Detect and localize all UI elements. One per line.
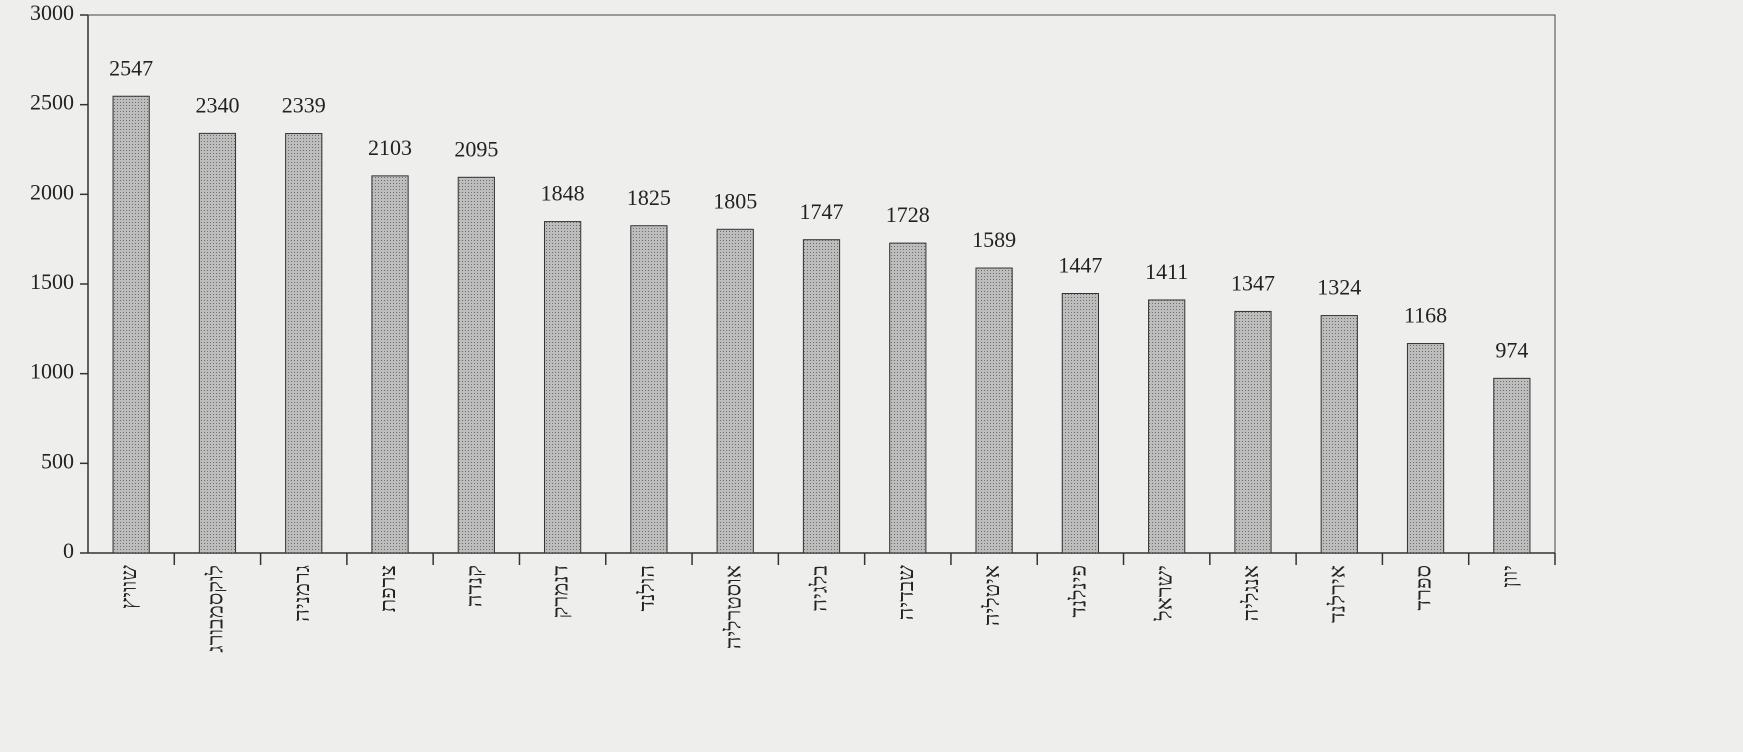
x-tick-label: ספרד — [1411, 565, 1436, 610]
data-label: 2547 — [109, 55, 153, 80]
y-tick-label: 500 — [41, 448, 74, 473]
bar — [802, 239, 841, 554]
data-label: 1747 — [800, 199, 844, 224]
data-label: 1347 — [1231, 270, 1275, 295]
x-tick-label: קנדה — [461, 565, 486, 607]
data-label: 2103 — [368, 135, 412, 160]
data-label: 1848 — [541, 181, 585, 206]
y-tick-label: 0 — [63, 538, 74, 563]
x-tick-label: לוקסמבורג — [202, 565, 227, 653]
data-label: 1168 — [1404, 303, 1447, 328]
data-label: 1589 — [972, 227, 1016, 252]
y-tick-label: 1500 — [30, 269, 74, 294]
bar — [1234, 310, 1272, 554]
x-tick-label: אנגליה — [1238, 565, 1263, 621]
bar — [630, 225, 668, 554]
y-tick-label: 2500 — [30, 90, 74, 115]
y-tick-label: 2000 — [30, 179, 74, 204]
x-tick-label: פינלנד — [1065, 565, 1090, 617]
bar — [457, 176, 495, 554]
x-tick-label: ישראל — [1152, 565, 1177, 622]
y-tick-label: 3000 — [30, 0, 74, 25]
x-tick-label: אירלנד — [1324, 565, 1349, 623]
bar — [1148, 299, 1186, 554]
data-label: 1324 — [1317, 275, 1361, 300]
x-tick-label: איטליה — [979, 565, 1004, 626]
bar — [1406, 343, 1445, 554]
x-tick-label: דנמרק — [548, 565, 573, 618]
bar — [1493, 377, 1531, 554]
bar — [716, 228, 754, 554]
x-tick-label: שבדיה — [893, 565, 918, 621]
bar — [285, 133, 323, 554]
data-label: 1805 — [713, 188, 757, 213]
bar — [112, 95, 150, 554]
bar — [198, 132, 237, 554]
bar — [1061, 293, 1100, 554]
data-label: 2095 — [454, 136, 498, 161]
data-label: 1447 — [1058, 253, 1102, 278]
x-tick-label: גרמניה — [289, 565, 314, 622]
x-tick-label: צרפת — [375, 565, 400, 612]
data-label: 2340 — [195, 92, 239, 117]
bar — [371, 175, 409, 554]
x-tick-label: אוסטרליה — [720, 565, 745, 649]
x-tick-label: הולנד — [634, 565, 659, 611]
bar — [889, 242, 927, 554]
data-label: 1825 — [627, 185, 671, 210]
data-label: 2339 — [282, 93, 326, 118]
y-tick-label: 1000 — [30, 359, 74, 384]
data-label: 974 — [1495, 337, 1528, 362]
x-tick-label: בלגיה — [807, 565, 832, 612]
bar — [1320, 315, 1358, 554]
bar — [975, 267, 1013, 554]
x-tick-label: יוון — [1497, 565, 1522, 588]
data-label: 1411 — [1145, 259, 1188, 284]
x-tick-label: שוויץ — [116, 565, 141, 609]
bar — [543, 221, 582, 554]
data-label: 1728 — [886, 202, 930, 227]
